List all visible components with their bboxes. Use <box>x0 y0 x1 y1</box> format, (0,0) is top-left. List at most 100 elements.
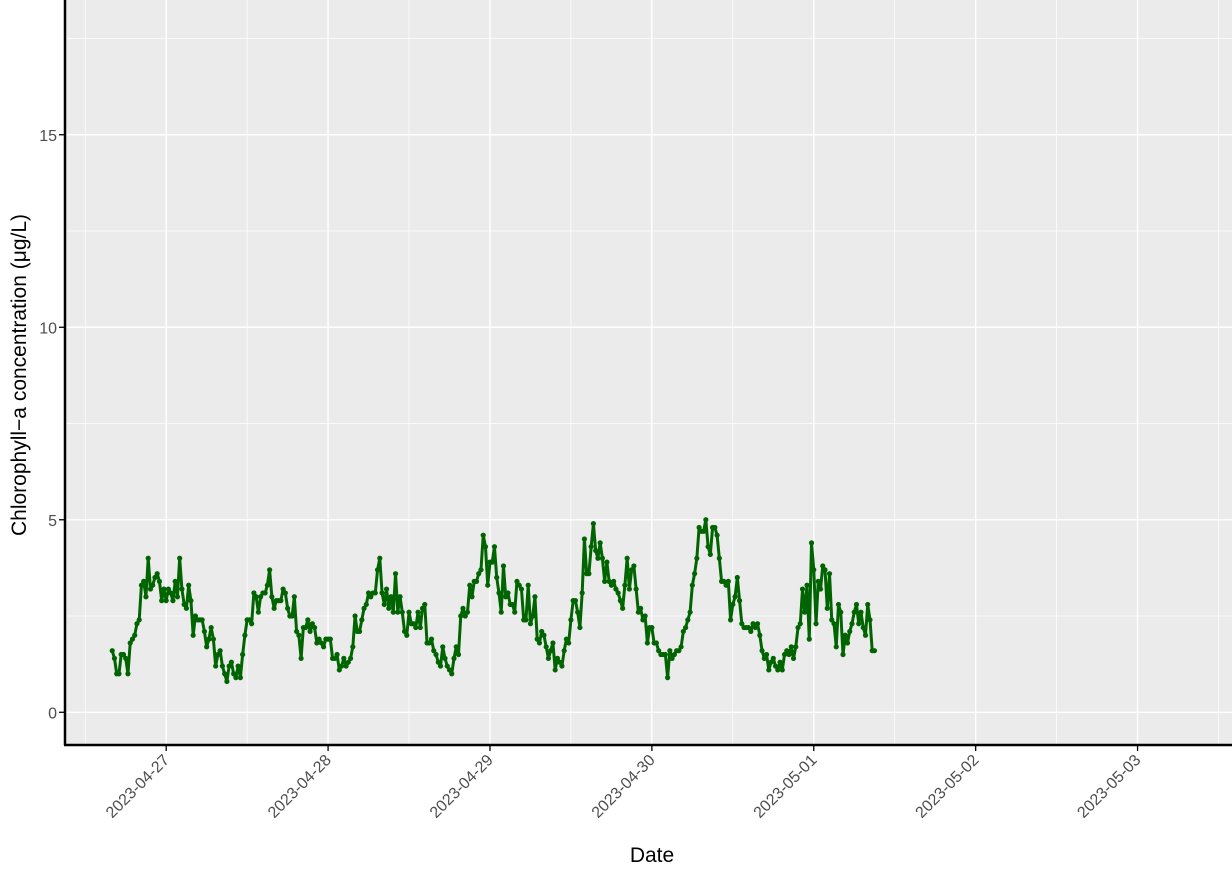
data-point <box>705 544 711 550</box>
data-point <box>559 663 565 669</box>
x-tick-label: 2023-04-27 <box>103 752 173 822</box>
data-point <box>177 555 183 561</box>
data-point <box>786 651 792 658</box>
data-point <box>750 621 756 627</box>
data-point <box>613 586 619 592</box>
data-point <box>835 601 842 608</box>
data-point <box>844 640 851 646</box>
data-point <box>687 609 693 615</box>
data-point <box>840 651 846 658</box>
data-point <box>611 578 617 584</box>
data-point <box>410 621 417 627</box>
x-tick-label: 2023-05-03 <box>1074 752 1144 822</box>
data-point <box>624 555 630 561</box>
data-point <box>665 675 671 681</box>
data-point <box>291 594 297 600</box>
data-point <box>640 617 646 623</box>
data-point <box>617 598 623 604</box>
data-point <box>419 605 426 611</box>
data-point <box>860 624 866 631</box>
data-point <box>620 605 626 611</box>
data-point <box>644 640 650 646</box>
data-point <box>249 621 255 627</box>
data-point <box>489 559 495 565</box>
data-point <box>433 651 439 658</box>
data-point <box>134 621 140 627</box>
data-point <box>347 655 354 661</box>
data-point <box>413 624 419 631</box>
data-point <box>485 582 491 588</box>
data-point <box>725 578 731 584</box>
data-point <box>163 598 169 604</box>
data-point <box>296 632 302 638</box>
data-point <box>156 578 163 584</box>
data-point <box>824 605 830 611</box>
data-point <box>190 632 196 638</box>
data-point <box>730 601 736 608</box>
data-point <box>289 613 295 619</box>
data-point <box>361 605 367 611</box>
data-point <box>696 524 702 531</box>
data-point <box>431 648 437 654</box>
data-point <box>307 628 313 635</box>
y-tick-label: 5 <box>48 513 57 530</box>
data-point <box>390 609 396 615</box>
data-point <box>599 555 606 561</box>
data-point <box>298 655 304 661</box>
data-point <box>541 632 547 638</box>
data-point <box>145 555 151 561</box>
x-tick-label: 2023-04-28 <box>265 752 335 822</box>
data-point <box>231 671 237 677</box>
data-point <box>374 567 381 573</box>
data-point <box>120 651 127 658</box>
data-point <box>285 605 291 611</box>
data-point <box>480 532 486 538</box>
data-point <box>766 667 772 673</box>
data-point <box>865 601 871 608</box>
data-point <box>201 628 208 635</box>
data-point <box>278 598 284 604</box>
data-point <box>595 555 601 561</box>
data-point <box>757 632 763 638</box>
data-point <box>251 590 257 596</box>
data-point <box>561 648 567 654</box>
data-point <box>512 609 518 615</box>
data-point <box>204 644 210 650</box>
data-point <box>365 590 372 596</box>
data-point <box>676 648 682 654</box>
y-axis-ticks: 0 5 10 15 <box>39 128 65 722</box>
data-point <box>638 605 644 611</box>
data-point <box>179 586 185 592</box>
data-point <box>795 624 801 631</box>
data-point <box>444 663 450 669</box>
data-point <box>161 586 167 592</box>
data-point <box>799 586 806 592</box>
data-point <box>464 609 471 615</box>
data-point <box>440 644 446 650</box>
data-point <box>847 628 853 635</box>
data-point <box>206 636 212 642</box>
data-point <box>593 547 599 554</box>
data-point <box>748 628 754 635</box>
data-point <box>736 598 743 604</box>
data-point <box>343 663 349 669</box>
data-point <box>815 578 821 584</box>
data-point <box>467 582 473 588</box>
data-point <box>258 594 264 600</box>
data-point <box>125 671 131 677</box>
data-point <box>586 571 592 577</box>
data-point <box>437 663 444 669</box>
data-point <box>174 594 181 600</box>
data-point <box>849 621 855 627</box>
data-point <box>770 655 776 661</box>
y-tick-label: 10 <box>39 320 57 337</box>
data-point <box>714 532 720 538</box>
data-point <box>210 636 216 642</box>
data-point <box>833 644 839 650</box>
data-point <box>183 605 190 611</box>
data-point <box>566 640 572 646</box>
data-point <box>498 609 504 615</box>
data-point <box>692 571 698 577</box>
data-point <box>871 648 878 654</box>
data-point <box>804 582 810 588</box>
